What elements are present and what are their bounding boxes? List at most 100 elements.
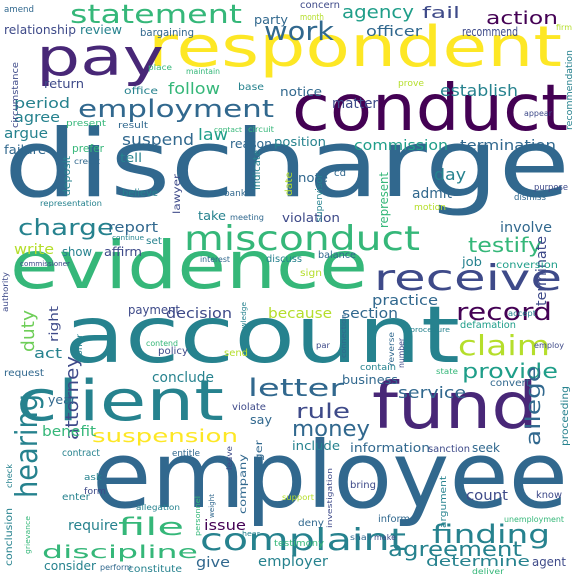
word-employ: employ: [534, 341, 564, 350]
word-act: act: [34, 346, 63, 362]
word-policy: policy: [158, 346, 188, 357]
word-record: record: [456, 298, 552, 326]
word-payment: payment: [128, 303, 180, 317]
word-grievance: grievance: [24, 516, 32, 554]
word-show: show: [62, 245, 92, 259]
word-violation: violation: [282, 211, 340, 225]
word-relationship: relationship: [4, 23, 76, 37]
word-provide: provide: [462, 359, 558, 383]
word-information: information: [350, 441, 430, 455]
word-letter: letter: [248, 374, 344, 402]
word-appear: appear: [524, 109, 553, 118]
word-check: check: [5, 464, 14, 488]
word-firm: firm: [556, 23, 572, 32]
word-balance: balance: [318, 250, 356, 261]
word-present: present: [66, 119, 107, 129]
word-know: know: [536, 490, 562, 501]
word-discuss: discuss: [266, 254, 302, 265]
word-affirm: affirm: [104, 245, 142, 259]
word-concern: concern: [300, 0, 340, 11]
word-convert: convert: [490, 378, 530, 389]
word-entitle: entitle: [172, 449, 200, 459]
word-tell: tell: [120, 151, 142, 165]
word-seek: seek: [472, 441, 500, 455]
word-place: place: [148, 63, 172, 72]
word-notice: notice: [280, 85, 322, 99]
word-support: support: [282, 493, 314, 502]
word-company: company: [238, 454, 249, 514]
word-commission: commission: [354, 138, 448, 154]
word-deny: deny: [298, 518, 324, 529]
word-write: write: [14, 242, 54, 258]
word-accept: accept: [508, 309, 536, 318]
word-agree: agree: [14, 110, 60, 126]
word-practice: practice: [372, 293, 438, 309]
word-terminate: terminate: [534, 236, 550, 306]
word-respondent: respondent: [148, 15, 562, 80]
word-offer: offer: [75, 333, 84, 356]
word-bargaining: bargaining: [140, 26, 194, 39]
word-money: money: [292, 417, 370, 442]
word-require: require: [68, 518, 118, 534]
word-deposit: deposit: [62, 156, 73, 196]
word-termination: termination: [460, 138, 556, 154]
word-conclusion: conclusion: [4, 508, 15, 566]
word-state: state: [436, 367, 458, 376]
word-year: year: [48, 393, 76, 407]
word-procedure: procedure: [410, 326, 450, 334]
word-weight: weight: [208, 494, 216, 518]
word-agreement: agreement: [388, 537, 522, 561]
word-investigation: investigation: [326, 468, 334, 528]
word-perform: perform: [100, 563, 132, 572]
word-fund: fund: [372, 370, 538, 444]
word-contain: contain: [360, 363, 396, 373]
word-make: make: [374, 533, 396, 542]
word-supervisor: supervisor: [315, 174, 325, 222]
word-period: period: [14, 96, 70, 112]
word-complaint: complaint: [200, 523, 406, 558]
word-charge: charge: [18, 216, 114, 241]
word-meeting: meeting: [230, 213, 264, 222]
word-authority: authority: [1, 272, 10, 312]
word-par: par: [316, 341, 331, 350]
word-dismiss: dismiss: [514, 193, 546, 203]
word-bank: bank: [224, 189, 247, 199]
word-statement: statement: [70, 0, 242, 30]
word-send: send: [224, 348, 248, 359]
word-decision: decision: [166, 306, 232, 322]
word-continue: continue: [112, 234, 144, 242]
word-rule: rule: [296, 399, 350, 423]
word-suspend: suspend: [122, 130, 194, 149]
word-job: job: [461, 255, 482, 269]
word-review: review: [80, 23, 122, 37]
word-consider: consider: [44, 559, 96, 573]
word-recommend: recommend: [462, 25, 518, 39]
word-pay: pay: [36, 28, 164, 88]
word-interest: interest: [200, 255, 230, 264]
word-conclude: conclude: [152, 370, 214, 386]
word-manager: manager: [254, 439, 265, 498]
word-benefit: benefit: [42, 424, 97, 440]
word-purpose: purpose: [534, 183, 568, 193]
word-contract: contract: [62, 448, 100, 459]
word-constitute: constitute: [128, 564, 182, 575]
word-connection: connection: [340, 314, 348, 358]
word-client: client: [16, 369, 224, 434]
word-misconduct: misconduct: [184, 219, 420, 259]
word-bring: bring: [350, 480, 376, 491]
word-reverse: reverse: [387, 332, 396, 366]
word-personnel: personnel: [194, 496, 202, 536]
word-issue: issue: [204, 518, 246, 534]
word-hearing: hearing: [10, 394, 45, 498]
word-day: day: [434, 165, 466, 184]
word-testify: testify: [468, 233, 542, 257]
word-position: position: [274, 135, 326, 149]
word-say: say: [250, 413, 272, 427]
word-employer: employer: [258, 554, 328, 570]
word-allege: allege: [521, 366, 545, 446]
word-knowledge: knowledge: [240, 302, 248, 342]
word-represent: represent: [377, 172, 391, 228]
word-because: because: [268, 306, 332, 322]
word-sanction: sanction: [428, 444, 470, 455]
word-file: file: [118, 513, 184, 541]
